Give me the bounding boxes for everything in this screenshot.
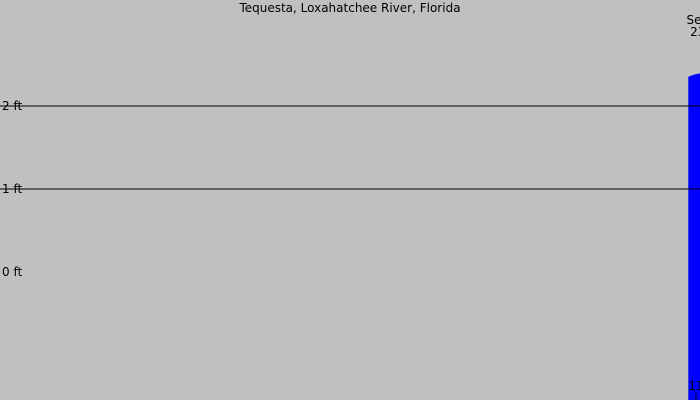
extreme-date-label: Sep 12 <box>687 13 700 27</box>
gridlines <box>0 105 700 190</box>
labels: 0 ft1 ft2 ftSep 1223:22Sep 1306:12Sep 13… <box>2 13 700 400</box>
y-tick-label: 0 ft <box>2 265 22 279</box>
chart-title: Tequesta, Loxahatchee River, Florida <box>238 1 460 15</box>
tide-area <box>688 73 700 400</box>
rising-tide-area <box>688 73 700 400</box>
y-tick-label: 1 ft <box>2 182 22 196</box>
y-tick-label: 2 ft <box>2 99 22 113</box>
extreme-time-label: 23:22 <box>690 25 700 39</box>
x-tick-label: 11 <box>688 379 700 393</box>
